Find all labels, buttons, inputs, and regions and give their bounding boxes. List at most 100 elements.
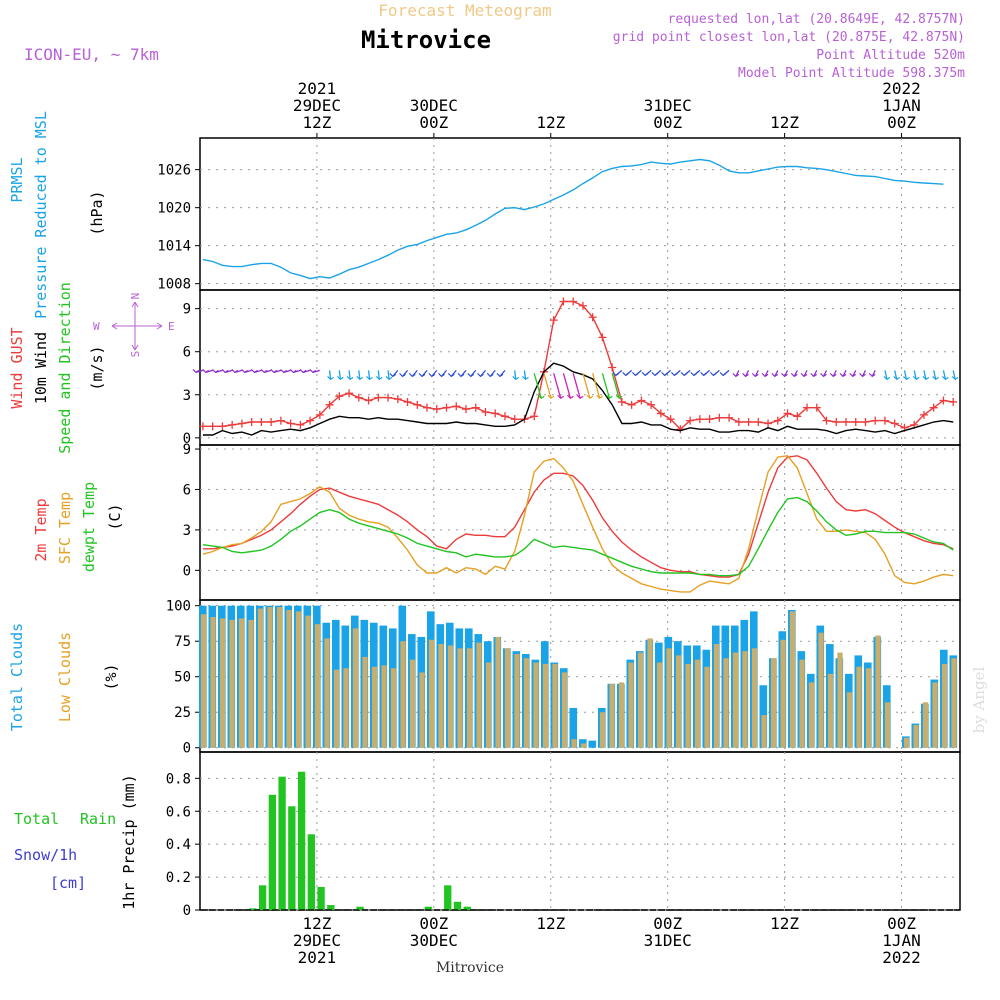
wind-direction-arrowhead (781, 372, 788, 378)
wind-direction-arrowhead (486, 372, 494, 378)
wind-direction-arrow (582, 373, 591, 399)
wind-gust-marker (247, 418, 256, 427)
low-clouds-bar (485, 662, 492, 748)
total-rain-bar (297, 771, 306, 910)
wind-direction-arrowhead (631, 371, 639, 377)
total-clouds-bar (569, 707, 578, 748)
wind-gust-marker (237, 419, 246, 428)
compass-n: N (129, 293, 142, 300)
pressure-ytick-label: 1020 (157, 201, 191, 217)
wind-ytick-label: 6 (183, 345, 191, 361)
low-clouds-bar (210, 617, 216, 748)
low-clouds-bar (856, 666, 862, 748)
wind-direction-arrowhead (512, 375, 520, 381)
wind-direction-arrowhead (732, 372, 740, 378)
total-rain-bar (307, 834, 315, 910)
wind-gust-marker (354, 393, 363, 402)
wind-gust-marker (276, 416, 285, 425)
wind-direction-arrow (533, 373, 542, 399)
low-clouds-bar (200, 614, 207, 748)
wind-direction-arrowhead (241, 368, 248, 374)
wind-gust-marker (569, 297, 578, 306)
total-rain-bar (327, 905, 335, 910)
wind-direction-arrow (611, 373, 620, 399)
wind-direction-arrowhead (651, 371, 659, 377)
wind-gust-marker (432, 405, 441, 414)
wind-gust-marker (773, 416, 782, 425)
wind-gust-marker (647, 400, 656, 409)
low-clouds-bar (685, 663, 691, 748)
top-time-label: 00Z (419, 113, 448, 132)
compass-e: E (168, 320, 175, 333)
wind-gust-marker (637, 396, 646, 405)
wind-gust-marker (686, 416, 695, 425)
wind-direction-arrowhead (576, 394, 584, 400)
wind-direction-arrow (952, 370, 956, 380)
panel-clouds: 0 25 50 75 100 (166, 599, 961, 757)
clouds-ytick-label: 25 (174, 705, 191, 721)
wind-gust-marker (257, 418, 266, 427)
low-clouds-bar (609, 683, 615, 748)
wind-gust-marker (695, 415, 704, 424)
wind-direction-arrow (338, 370, 341, 380)
wind-direction-arrowhead (761, 372, 769, 378)
compass-arrows (111, 301, 163, 351)
wind-direction-arrow (348, 370, 351, 380)
bottom-time-label: 31DEC (644, 931, 692, 950)
wind-direction-arrowhead (250, 368, 258, 374)
wind-gust-marker (491, 409, 500, 418)
wind-direction-arrowhead (336, 375, 344, 381)
low-clouds-bar (694, 659, 701, 748)
precip-ytick-label: 0.6 (166, 804, 191, 820)
wind-gust-marker (549, 316, 558, 325)
low-clouds-bar (400, 641, 406, 748)
wind-gust-marker (812, 403, 821, 412)
total-rain-bar (278, 776, 286, 910)
wind-gust-marker (423, 403, 432, 412)
low-clouds-bar (647, 638, 653, 748)
wind-gust-marker (949, 397, 958, 406)
wind-direction-arrowhead (557, 394, 565, 400)
low-clouds-bar (666, 648, 672, 748)
temperature-ytick-label: 3 (183, 523, 191, 539)
wind-direction-arrowhead (810, 372, 818, 378)
total-rain-bar (356, 906, 364, 910)
wind-direction-arrowhead (211, 368, 219, 374)
wind-gust-marker (530, 412, 539, 421)
pressure-label-desc: Pressure Reduced to MSL (32, 111, 50, 319)
wind-gust-marker (364, 396, 373, 405)
precip-unit: 1hr Precip (mm) (120, 774, 138, 909)
wind-gust-marker (325, 400, 334, 409)
wind-series-wind-gust (202, 300, 954, 431)
wind-direction-arrowhead (883, 375, 891, 381)
total-rain-bar (268, 794, 277, 910)
wind-direction-arrowhead (389, 372, 397, 378)
wind-unit: (m/s) (88, 345, 106, 390)
wind-gust-marker (413, 400, 422, 409)
wind-gust-marker (481, 407, 490, 416)
temperature-ytick-label: 6 (183, 482, 191, 498)
total-rain-bar (249, 908, 257, 910)
low-clouds-bar (419, 672, 425, 748)
wind-gust-marker (510, 415, 519, 424)
wind-direction-arrowhead (586, 394, 594, 400)
credit-watermark: by Angel (970, 666, 988, 733)
wind-direction-arrowhead (567, 394, 574, 400)
pressure-ytick-label: 1026 (157, 163, 191, 179)
wind-gust-label: Wind GUST (8, 327, 26, 408)
low-clouds-bar (913, 725, 919, 748)
temperature-series-dewpt-temp (202, 496, 954, 577)
top-time-label: 29DEC (293, 96, 341, 115)
wind-direction-arrowhead (496, 372, 504, 378)
panel-y-labels: PRMSL Pressure Reduced to MSL (hPa) Wind GU… (8, 111, 175, 910)
wind-direction-arrowhead (839, 372, 847, 378)
precip-ytick-label: 0 (183, 903, 191, 919)
low-clouds-bar (523, 658, 530, 748)
wind-gust-marker (335, 392, 344, 401)
low-clouds-bar (362, 656, 368, 748)
wind-gust-marker (861, 418, 870, 427)
wind-direction-arrowhead (922, 375, 930, 381)
low-clouds-bar (675, 655, 682, 748)
wind-direction-arrowhead (859, 372, 866, 378)
top-time-label: 00Z (653, 113, 682, 132)
